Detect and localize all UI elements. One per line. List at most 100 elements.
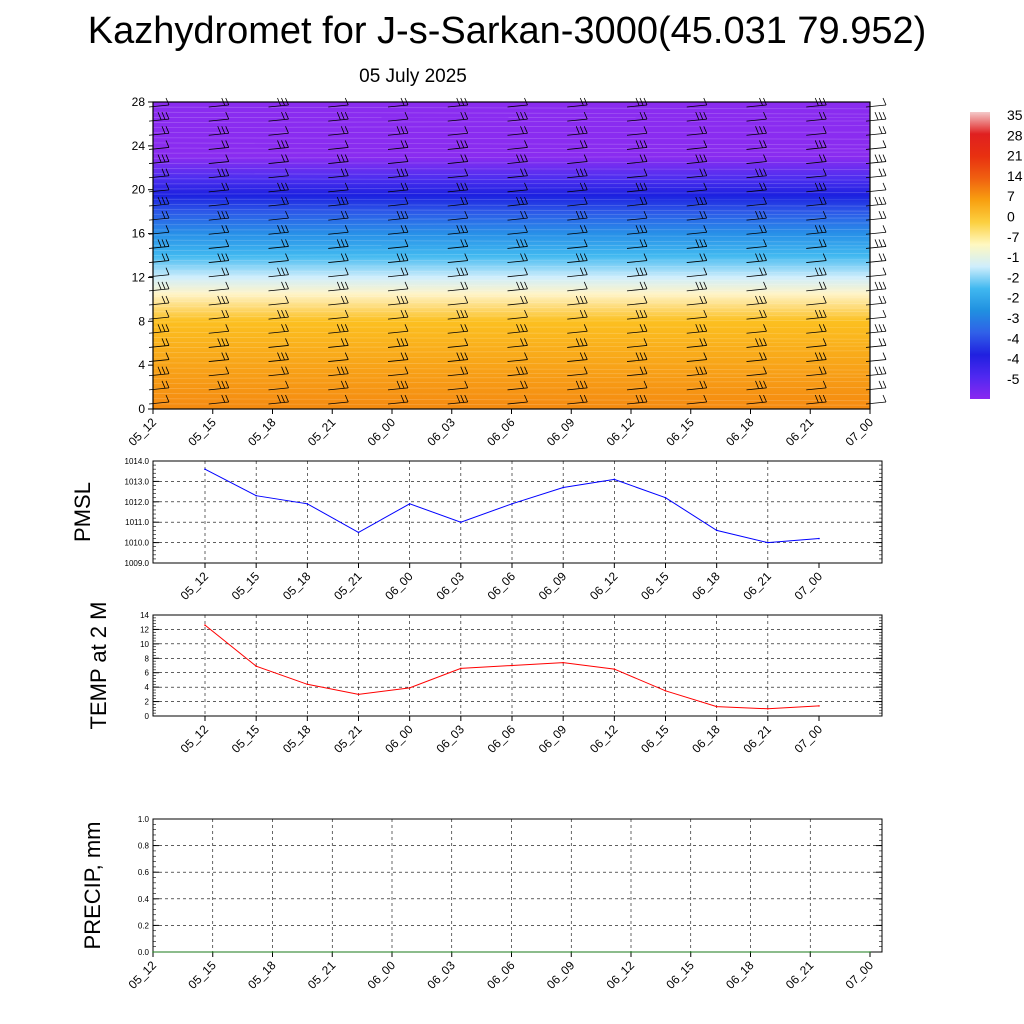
profile-y-axis: 0 4 8 12 16 20 24 28 <box>132 95 153 416</box>
wind-barb <box>567 352 588 362</box>
wind-barb <box>148 267 170 278</box>
wind-barb <box>746 126 767 136</box>
contour-line <box>152 234 871 237</box>
y-tick-label: 12 <box>140 625 149 634</box>
wind-barb <box>328 111 349 122</box>
x-tick-label: 06_09 <box>536 569 570 603</box>
wind-barb <box>148 253 170 263</box>
wind-barb <box>567 140 588 150</box>
wind-barb <box>447 196 469 207</box>
colorbar-label: -2 <box>1007 269 1020 285</box>
wind-barb <box>447 210 469 221</box>
data-point <box>408 503 411 505</box>
wind-barb <box>567 338 588 348</box>
wind-barb <box>208 239 230 249</box>
contour-line <box>152 376 871 379</box>
y-tick-label: 2 <box>145 698 150 707</box>
x-tick-label: 05_15 <box>229 722 263 756</box>
contour-line <box>152 182 871 185</box>
contour-line <box>152 137 871 140</box>
x-tick-label: 06_03 <box>433 569 467 603</box>
wind-barb <box>746 111 767 122</box>
profile-x-tick-label: 06_12 <box>604 415 638 449</box>
wind-barb <box>447 168 469 179</box>
contour-line <box>152 398 871 402</box>
wind-barb <box>806 126 827 136</box>
wind-barb <box>865 168 887 179</box>
contour-line <box>152 178 871 181</box>
wind-barb <box>328 253 349 263</box>
wind-barb <box>806 196 827 207</box>
data-point <box>767 541 769 544</box>
y-tick-label: 4 <box>145 683 150 692</box>
wind-barb <box>507 324 528 334</box>
wind-barb <box>148 239 170 249</box>
precip-panel: 0.0 0.2 0.4 0.6 0.8 1.0 05_12 05_15 05_18 05_21 06… <box>80 815 883 992</box>
x-tick-label: 06_06 <box>485 722 519 756</box>
contour-line <box>152 253 871 256</box>
wind-barb <box>686 394 708 405</box>
profile-x-tick-label: 06_15 <box>663 415 697 449</box>
data-point <box>664 496 667 499</box>
wind-barb <box>447 225 469 235</box>
y-tick-label: 1012.0 <box>125 498 150 507</box>
wind-barb <box>567 111 588 122</box>
wind-barb <box>626 239 648 249</box>
contour-line <box>152 106 871 110</box>
wind-barb <box>686 196 708 207</box>
wind-barb <box>208 281 230 292</box>
data-point <box>204 624 206 626</box>
wind-barb <box>148 140 170 150</box>
wind-barb <box>567 126 588 136</box>
wind-barb <box>208 154 230 164</box>
contour-line <box>152 259 871 261</box>
profile-x-tick-label: 06_21 <box>783 415 817 449</box>
data-point <box>767 707 769 710</box>
wind-barb <box>447 380 469 391</box>
x-tick-label: 05_12 <box>126 958 160 992</box>
wind-barb <box>387 196 409 207</box>
data-point <box>211 951 214 953</box>
wind-barb <box>328 394 349 405</box>
wind-barb <box>626 182 648 193</box>
contour-line <box>152 239 871 243</box>
wind-barb <box>387 380 409 391</box>
wind-barb <box>268 380 289 391</box>
wind-barb <box>507 253 528 263</box>
y-tick-label: 1010.0 <box>125 539 150 548</box>
colorbar-label: 14 <box>1007 168 1023 184</box>
temp-panel: 0 2 4 6 8 10 12 14 05_12 05_15 05_18 05_21 06_00 06_0… <box>86 602 883 756</box>
wind-barb <box>208 168 230 179</box>
wind-barb <box>447 111 469 122</box>
x-tick-label: 06_03 <box>424 958 458 992</box>
wind-barb <box>746 154 767 164</box>
wind-barb <box>387 140 409 150</box>
wind-barb <box>208 210 230 221</box>
contour-line <box>152 248 871 251</box>
wind-barb <box>268 168 289 179</box>
contour-line <box>152 173 871 176</box>
colorbar-label: -3 <box>1007 310 1020 326</box>
wind-barb <box>686 182 708 193</box>
wind-barb <box>268 111 289 122</box>
wind-barb <box>268 196 289 207</box>
wind-barb <box>328 295 349 306</box>
wind-barb <box>567 380 588 391</box>
wind-barb <box>746 380 767 391</box>
data-point <box>306 503 309 505</box>
wind-barb <box>806 253 827 263</box>
x-tick-label: 05_18 <box>280 722 314 756</box>
wind-barb <box>507 225 528 235</box>
wind-barb <box>626 380 648 391</box>
contour-line <box>152 270 871 274</box>
data-point <box>357 693 360 696</box>
y-tick-label: 0.2 <box>138 921 150 930</box>
y-tick-label: 14 <box>140 611 149 620</box>
wind-barb <box>208 295 230 306</box>
wind-barb <box>148 352 170 362</box>
wind-barb <box>626 111 648 122</box>
wind-barb <box>148 210 170 221</box>
wind-barb <box>626 394 648 405</box>
wind-barb <box>447 366 469 377</box>
